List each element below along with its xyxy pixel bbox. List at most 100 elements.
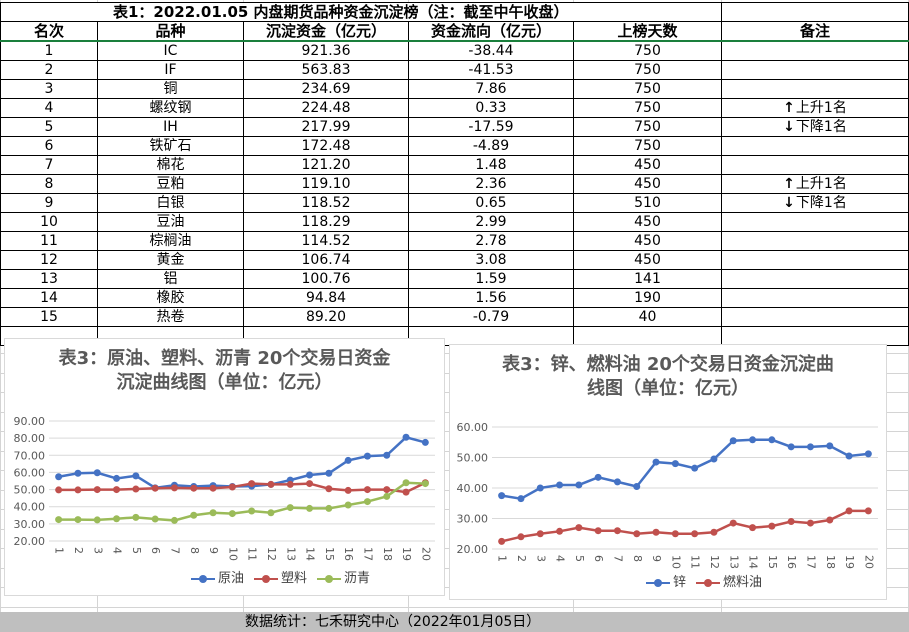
cell-flow: 2.99 — [408, 212, 574, 232]
chart1-title-line1: 表3：原油、塑料、沥青 20个交易日资金 — [58, 348, 391, 369]
chart1-plot: 20.00 30.00 40.00 50.00 60.00 70.00 80.00 90.00… — [14, 415, 435, 561]
empty-cell — [573, 326, 722, 346]
data-point — [306, 504, 314, 512]
data-point — [613, 478, 621, 486]
cell-note — [721, 40, 909, 61]
data-point — [93, 516, 101, 524]
cell-flow: 1.48 — [408, 155, 574, 175]
cell-rank: 1 — [0, 40, 98, 61]
data-point — [325, 485, 333, 493]
data-point — [575, 524, 583, 532]
data-point — [363, 486, 371, 494]
cell-note — [721, 60, 909, 80]
y-tick-label: 20.00 — [14, 535, 46, 548]
cell-rank: 3 — [0, 79, 98, 99]
cell-note — [721, 79, 909, 99]
x-tick-label: 6 — [592, 555, 605, 562]
data-point — [132, 472, 140, 480]
data-point — [864, 507, 872, 515]
col-header-flow: 资金流向（亿元） — [408, 21, 574, 42]
note-text: 上升1名 — [795, 100, 847, 116]
data-point — [652, 458, 660, 466]
y-tick-label: 50.00 — [457, 452, 489, 465]
data-point — [325, 469, 333, 477]
data-point — [383, 451, 391, 459]
note-text: 下降1名 — [795, 195, 847, 211]
cell-days: 750 — [573, 40, 722, 61]
cell-flow: 2.78 — [408, 231, 574, 251]
table-row: 10 豆油 118.29 2.99 450 — [0, 212, 909, 232]
data-point — [306, 480, 314, 488]
x-tick-label: 13 — [284, 547, 297, 561]
cell-flow: -0.79 — [408, 307, 574, 327]
cell-days: 450 — [573, 231, 722, 251]
chart2-title-line2: 线图（单位：亿元） — [587, 378, 749, 399]
cell-days: 450 — [573, 174, 722, 194]
cell-flow: 3.08 — [408, 250, 574, 270]
data-point — [826, 516, 834, 524]
legend-label: 沥青 — [344, 571, 371, 586]
x-tick-label: 7 — [611, 555, 624, 562]
x-tick-label: 4 — [554, 555, 567, 562]
cell-days: 141 — [573, 269, 722, 289]
data-source-footer: 数据统计：七禾研究中心（2022年01月05日） — [0, 612, 909, 632]
cell-days: 750 — [573, 117, 722, 137]
legend-label: 锌 — [673, 575, 687, 590]
data-point — [556, 527, 564, 535]
data-point — [325, 504, 333, 512]
legend-label: 原油 — [218, 571, 245, 586]
x-tick-label: 19 — [843, 555, 856, 569]
table-row: 12 黄金 106.74 3.08 450 — [0, 250, 909, 270]
data-point — [498, 492, 506, 500]
chart2-title-line1: 表3：锌、燃料油 20个交易日资金沉淀曲 — [502, 354, 834, 375]
cell-name: 螺纹钢 — [97, 98, 244, 118]
cell-name: 黄金 — [97, 250, 244, 270]
empty-cell — [721, 326, 909, 346]
cell-rank: 8 — [0, 174, 98, 194]
data-point — [190, 484, 198, 492]
x-tick-label: 11 — [689, 555, 702, 569]
cell-days: 510 — [573, 193, 722, 213]
x-tick-label: 1 — [53, 547, 66, 554]
cell-rank: 9 — [0, 193, 98, 213]
cell-name: 铝 — [97, 269, 244, 289]
table-row: 7 棉花 121.20 1.48 450 — [0, 155, 909, 175]
cell-note — [721, 155, 909, 175]
cell-name: 橡胶 — [97, 288, 244, 308]
cell-days: 40 — [573, 307, 722, 327]
data-point — [113, 515, 121, 523]
cell-name: 棕榈油 — [97, 231, 244, 251]
data-point — [845, 507, 853, 515]
y-tick-label: 50.00 — [14, 484, 46, 497]
cell-fund: 921.36 — [243, 40, 409, 61]
cell-flow: -4.89 — [408, 136, 574, 156]
data-point — [363, 452, 371, 460]
arrow-up-icon: ↑ — [783, 100, 795, 116]
x-tick-label: 15 — [766, 555, 779, 569]
table-row: 1 IC 921.36 -38.44 750 — [0, 40, 909, 61]
chart2-legend: 锌 燃料油 — [646, 571, 772, 590]
data-point — [132, 513, 140, 521]
cell-rank: 11 — [0, 231, 98, 251]
cell-fund: 114.52 — [243, 231, 409, 251]
data-point — [710, 455, 718, 463]
x-tick-label: 1 — [496, 555, 509, 562]
table-title-empty-cell — [721, 2, 909, 22]
cell-days: 450 — [573, 212, 722, 232]
x-tick-label: 20 — [419, 547, 432, 561]
cell-days: 750 — [573, 79, 722, 99]
x-tick-label: 14 — [304, 547, 317, 561]
zinc-fueloil-chart: 表3：锌、燃料油 20个交易日资金沉淀曲 线图（单位：亿元） 20.00 30.0… — [449, 344, 887, 600]
cell-fund: 118.29 — [243, 212, 409, 232]
legend-swatch — [191, 574, 215, 583]
data-point — [498, 537, 506, 545]
cell-note — [721, 250, 909, 270]
data-point — [74, 516, 82, 524]
cell-note — [721, 307, 909, 327]
cell-name: 白银 — [97, 193, 244, 213]
cell-fund: 234.69 — [243, 79, 409, 99]
fund-ranking-table: 表1：2022.01.05 内盘期货品种资金沉淀榜（注：截至中午收盘） 名次 品… — [0, 2, 909, 346]
table-row: 5 IH 217.99 -17.59 750 ↓下降1名 — [0, 117, 909, 137]
cell-name: IC — [97, 40, 244, 61]
